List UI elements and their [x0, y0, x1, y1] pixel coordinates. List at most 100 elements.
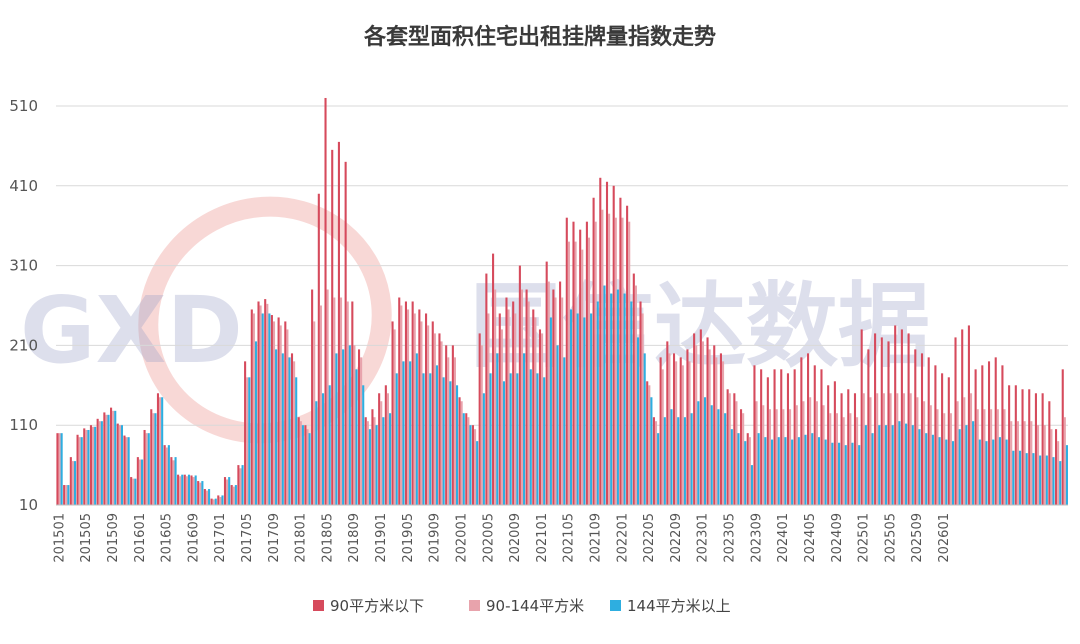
- bar-2: [480, 345, 483, 505]
- bar-1: [83, 428, 86, 505]
- bar-3: [375, 425, 378, 505]
- bar-1: [753, 365, 756, 505]
- bar-1: [927, 357, 930, 505]
- bar-1: [746, 433, 749, 505]
- bar-2: [943, 413, 946, 505]
- bar-1: [1048, 401, 1051, 505]
- bar-1: [56, 433, 59, 505]
- bar-1: [719, 353, 722, 505]
- bar-2: [527, 301, 530, 505]
- bar-2: [882, 393, 885, 505]
- bar-3: [978, 439, 981, 505]
- bar-1: [874, 333, 877, 505]
- bar-3: [462, 413, 465, 505]
- bar-1: [270, 315, 273, 505]
- bar-3: [697, 401, 700, 505]
- bar-2: [668, 353, 671, 505]
- y-tick-label: 410: [9, 177, 38, 195]
- bar-3: [543, 377, 546, 505]
- bar-2: [594, 221, 597, 505]
- bar-3: [80, 437, 83, 505]
- bar-3: [73, 461, 77, 505]
- bar-3: [730, 429, 733, 505]
- bar-1: [331, 149, 334, 506]
- x-tick-label: 202009: [508, 513, 523, 563]
- bar-3: [516, 373, 519, 505]
- bar-1: [740, 409, 743, 505]
- x-tick-label: 202309: [749, 513, 764, 563]
- bar-3: [677, 417, 680, 505]
- bar-3: [911, 425, 914, 505]
- bar-3: [167, 445, 170, 505]
- bar-1: [183, 474, 186, 505]
- bar-1: [337, 141, 340, 506]
- bar-3: [650, 397, 653, 505]
- bar-2: [996, 409, 999, 505]
- bar-1: [203, 489, 206, 505]
- bar-3: [583, 317, 586, 505]
- bar-2: [735, 401, 738, 505]
- bar-2: [212, 499, 215, 505]
- bar-1: [532, 309, 535, 505]
- bar-1: [827, 385, 830, 505]
- bar-1: [76, 434, 79, 505]
- bar-2: [628, 221, 631, 505]
- bar-2: [1030, 421, 1033, 505]
- bar-3: [415, 353, 418, 505]
- bar-2: [581, 249, 584, 505]
- bar-2: [232, 486, 235, 505]
- bar-2: [1036, 425, 1040, 505]
- bar-3: [817, 437, 820, 505]
- bar-1: [163, 445, 166, 505]
- bar-2: [306, 429, 309, 505]
- bar-1: [632, 273, 635, 505]
- bar-2: [286, 329, 289, 505]
- bar-2: [98, 421, 101, 505]
- bar-1: [833, 381, 836, 505]
- bar-1: [766, 377, 769, 505]
- bar-3: [87, 429, 90, 505]
- bar-1: [156, 393, 160, 505]
- bar-1: [505, 297, 508, 505]
- bar-3: [429, 373, 432, 505]
- bar-3: [201, 481, 204, 505]
- bar-3: [234, 485, 237, 505]
- bar-1: [807, 353, 810, 505]
- bar-2: [815, 401, 818, 505]
- x-tick-label: 201801: [294, 513, 309, 563]
- bar-2: [755, 401, 758, 505]
- bar-1: [760, 369, 763, 505]
- bar-3: [268, 313, 271, 505]
- bar-1: [364, 417, 367, 505]
- bar-3: [905, 423, 908, 505]
- legend-swatch: [610, 600, 621, 611]
- bar-3: [127, 437, 130, 505]
- bar-2: [956, 401, 959, 505]
- bar-2: [205, 490, 209, 505]
- bar-1: [800, 357, 803, 505]
- bar-1: [693, 333, 696, 505]
- x-tick-label: 202101: [535, 513, 550, 563]
- bar-1: [585, 221, 588, 505]
- bar-1: [525, 289, 528, 505]
- bar-3: [368, 429, 371, 505]
- bar-1: [954, 337, 957, 505]
- bar-1: [371, 409, 374, 505]
- bar-3: [549, 317, 552, 505]
- x-tick-label: 201709: [267, 513, 282, 563]
- bar-2: [125, 437, 128, 505]
- bar-2: [138, 459, 142, 505]
- bar-1: [773, 369, 776, 505]
- bar-3: [382, 417, 385, 505]
- bar-3: [1025, 453, 1028, 506]
- bar-1: [324, 97, 327, 505]
- bar-2: [420, 321, 423, 505]
- bar-3: [898, 421, 901, 505]
- y-tick-label: 510: [9, 97, 38, 115]
- bar-3: [214, 498, 217, 505]
- bar-2: [494, 289, 497, 505]
- x-tick-label: 202209: [669, 513, 684, 563]
- bar-3: [449, 381, 452, 505]
- bar-2: [929, 405, 932, 505]
